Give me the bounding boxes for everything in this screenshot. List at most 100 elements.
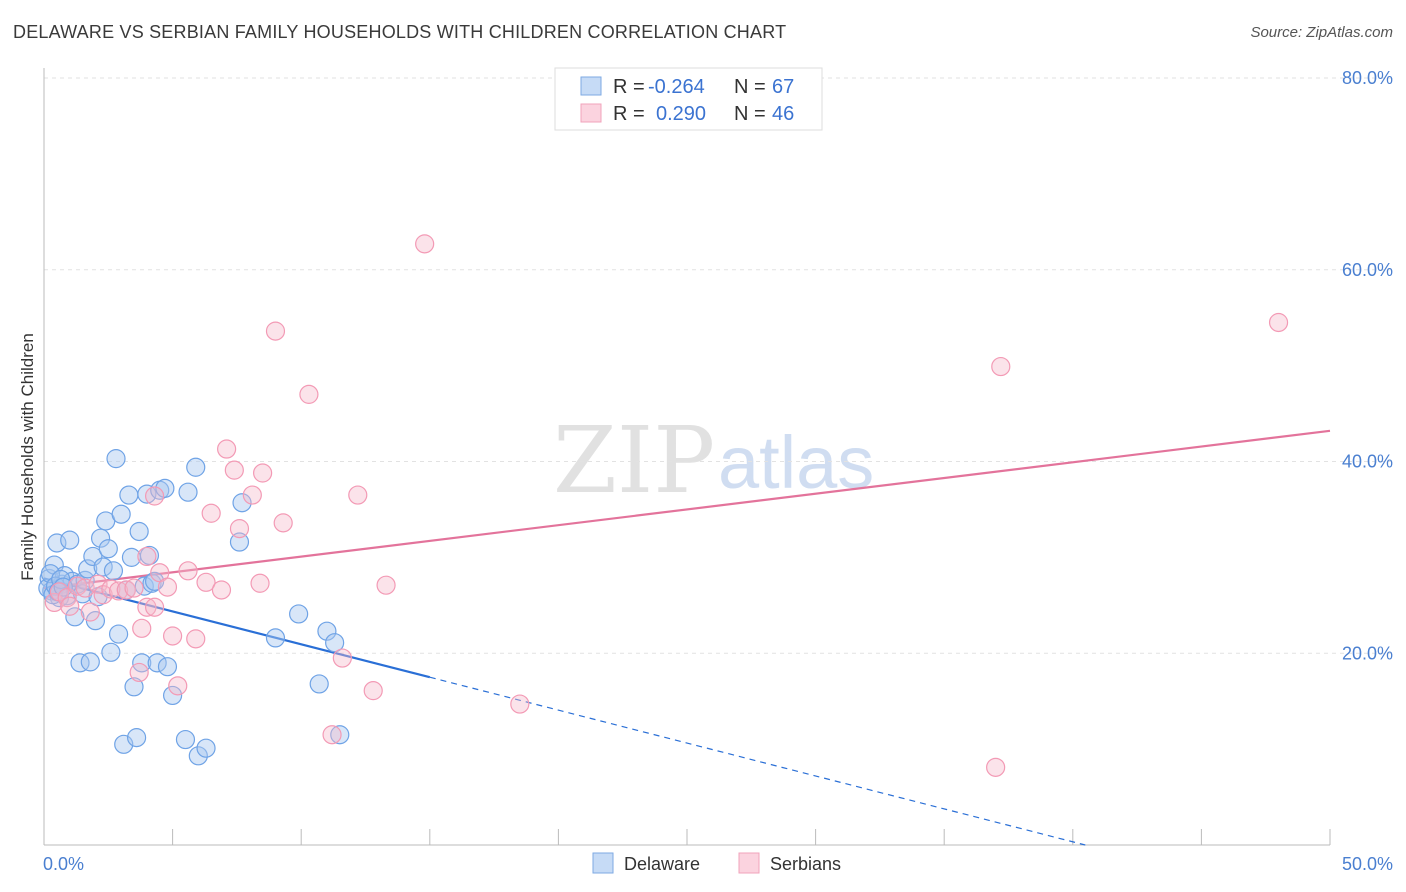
data-point-delaware <box>155 478 175 498</box>
legend-label-serbians: Serbians <box>770 854 841 874</box>
data-point-delaware <box>178 482 198 502</box>
data-point-serbians <box>80 602 100 622</box>
data-point-serbians <box>224 460 244 480</box>
data-point-serbians <box>363 681 383 701</box>
data-point-serbians <box>217 439 237 459</box>
data-point-delaware <box>229 532 250 552</box>
legend-n-value: 46 <box>772 103 794 125</box>
data-point-delaware <box>289 604 309 624</box>
data-point-delaware <box>106 449 126 469</box>
data-point-serbians <box>299 384 319 404</box>
data-point-serbians <box>986 757 1006 777</box>
data-point-delaware <box>186 457 206 477</box>
data-point-serbians <box>348 485 368 505</box>
data-point-serbians <box>144 486 165 506</box>
data-point-serbians <box>49 582 70 602</box>
data-point-delaware <box>157 657 178 677</box>
data-point-serbians <box>124 578 144 598</box>
data-point-delaware <box>65 607 85 627</box>
data-point-delaware <box>175 729 196 750</box>
data-point-delaware <box>163 685 183 706</box>
data-point-delaware <box>78 559 98 579</box>
trend-lines <box>43 429 1331 846</box>
data-point-serbians <box>75 578 95 598</box>
data-point-delaware <box>232 493 252 513</box>
data-point-serbians <box>265 321 286 341</box>
axes <box>43 68 1331 846</box>
data-point-delaware <box>93 557 113 577</box>
data-point-delaware <box>40 564 61 584</box>
legend-n-label: N = <box>734 76 766 98</box>
data-point-delaware <box>188 746 208 766</box>
data-point-serbians <box>201 503 221 523</box>
data-point-serbians <box>211 580 232 600</box>
data-point-serbians <box>250 573 270 593</box>
data-point-delaware <box>98 539 118 559</box>
data-point-serbians <box>137 546 157 567</box>
legend-r-label: R = <box>613 103 645 125</box>
data-point-serbians <box>376 575 396 595</box>
legend-swatch-serbians <box>580 103 602 123</box>
data-point-delaware <box>101 642 121 662</box>
data-point-serbians <box>93 585 113 605</box>
legend-r-label: R = <box>613 76 645 98</box>
series-legend: Delaware Serbians <box>592 852 841 874</box>
data-point-serbians <box>132 618 152 638</box>
data-point-serbians <box>101 579 121 599</box>
data-point-delaware <box>147 653 167 673</box>
data-point-delaware <box>75 570 95 590</box>
x-tick-label: 0.0% <box>43 854 84 874</box>
data-points <box>38 234 1289 777</box>
y-tick-label: 40.0% <box>1342 452 1393 472</box>
data-point-serbians <box>88 574 108 594</box>
data-point-delaware <box>83 546 103 567</box>
data-point-delaware <box>196 738 216 758</box>
legend-swatch-serbians <box>738 852 760 874</box>
watermark-zip: ZIP <box>553 407 715 514</box>
legend-swatch-delaware <box>580 76 602 96</box>
data-point-serbians <box>116 580 136 600</box>
data-point-serbians <box>108 581 129 601</box>
data-point-serbians <box>163 626 183 646</box>
gridlines <box>44 77 1393 654</box>
data-point-serbians <box>144 597 165 617</box>
data-point-serbians <box>157 577 178 597</box>
y-tick-label: 20.0% <box>1342 643 1393 663</box>
data-point-serbians <box>322 725 342 745</box>
data-point-delaware <box>119 485 139 505</box>
data-point-serbians <box>415 234 435 254</box>
data-point-serbians <box>44 592 64 613</box>
data-point-serbians <box>60 596 80 616</box>
data-point-delaware <box>90 528 111 548</box>
chart-title: DELAWARE VS SERBIAN FAMILY HOUSEHOLDS WI… <box>13 22 787 42</box>
data-point-serbians <box>186 629 206 649</box>
data-point-serbians <box>178 561 198 581</box>
data-point-delaware <box>126 728 147 748</box>
source-label: Source: ZipAtlas.com <box>1250 24 1393 41</box>
data-point-delaware <box>129 521 149 542</box>
data-point-delaware <box>325 633 345 653</box>
legend-swatch-delaware <box>592 852 614 874</box>
data-point-serbians <box>229 519 250 539</box>
data-point-delaware <box>80 652 100 672</box>
data-point-serbians <box>137 597 157 617</box>
data-point-delaware <box>103 561 124 581</box>
data-point-serbians <box>253 463 273 483</box>
legend-r-value: -0.264 <box>648 76 705 98</box>
y-tick-labels: 20.0% 40.0% 60.0% 80.0% <box>1342 68 1393 663</box>
watermark: ZIP atlas <box>553 407 874 514</box>
data-point-serbians <box>273 513 293 533</box>
y-axis-label: Family Households with Children <box>18 333 37 581</box>
y-tick-label: 80.0% <box>1342 68 1393 88</box>
data-point-delaware <box>124 677 144 697</box>
data-point-delaware <box>111 504 131 524</box>
y-tick-label: 60.0% <box>1342 260 1393 280</box>
data-point-serbians <box>67 576 88 596</box>
data-point-delaware <box>108 624 129 644</box>
data-point-delaware <box>60 530 80 550</box>
legend-n-value: 67 <box>772 76 794 98</box>
legend-n-label: N = <box>734 103 766 125</box>
correlation-legend: R = -0.264 N = 67 R = 0.290 N = 46 <box>554 67 823 131</box>
trend-line-extension-delaware <box>429 676 1086 846</box>
